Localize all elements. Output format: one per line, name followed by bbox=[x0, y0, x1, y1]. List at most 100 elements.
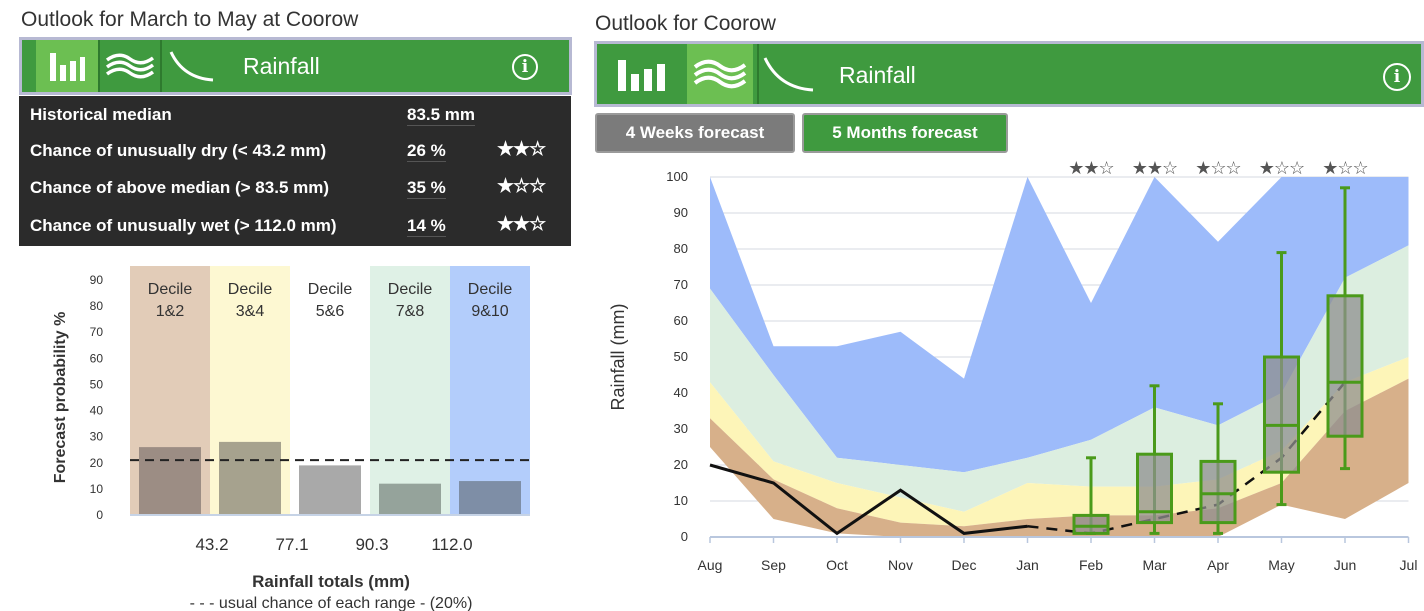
curve-icon bbox=[169, 51, 214, 82]
y-tick-label: 70 bbox=[674, 277, 688, 292]
bar-chart-view-button[interactable] bbox=[36, 40, 98, 92]
y-axis-label: Rainfall (mm) bbox=[608, 303, 628, 410]
y-tick-label: 30 bbox=[674, 421, 688, 436]
decile-category-label: Decile 3&4 bbox=[228, 281, 273, 320]
observed-rainfall-line bbox=[709, 463, 1028, 536]
x-tick-label: Sep bbox=[761, 557, 786, 573]
stat-value: 26 % bbox=[407, 141, 446, 162]
bar-chart-view-button[interactable] bbox=[611, 44, 673, 104]
y-tick-label: 70 bbox=[90, 325, 104, 339]
statistics-panel: Historical median 83.5 mm Chance of unus… bbox=[19, 96, 571, 246]
left-toolbar: Rainfall i bbox=[19, 37, 572, 95]
skill-stars-icon: ★☆☆ bbox=[1195, 158, 1240, 178]
y-tick-label: 80 bbox=[674, 241, 688, 256]
y-tick-label: 80 bbox=[90, 299, 104, 313]
stat-label: Historical median bbox=[30, 105, 172, 124]
decile-band bbox=[450, 266, 530, 515]
y-tick-label: 20 bbox=[674, 457, 688, 472]
decile-bar-chart: Decile 1&2 Decile 3&4 Decile 5&6 Decile 7&8 Deci… bbox=[52, 266, 530, 611]
bar-chart-icon bbox=[50, 53, 85, 81]
y-tick-label: 30 bbox=[90, 430, 104, 444]
decile-category-label: Decile 1&2 bbox=[148, 281, 193, 320]
stat-row-dry: Chance of unusually dry (< 43.2 mm) 26 %… bbox=[19, 132, 571, 169]
skill-stars-icon: ★★☆ bbox=[497, 139, 546, 160]
wet-range-area bbox=[710, 177, 1409, 473]
y-tick-label: 10 bbox=[90, 482, 104, 496]
forecast-box bbox=[1072, 513, 1110, 535]
above-median-area bbox=[710, 245, 1409, 512]
left-info-icon[interactable]: i bbox=[512, 54, 538, 80]
skill-stars-icon: ★★☆ bbox=[1068, 158, 1113, 178]
y-tick-label: 10 bbox=[674, 493, 688, 508]
x-tick-label: Oct bbox=[826, 557, 848, 573]
stat-value: 35 % bbox=[407, 178, 446, 199]
y-axis-label: Forecast probability % bbox=[52, 312, 69, 484]
x-tick-label: Mar bbox=[1142, 557, 1166, 573]
decile-bar bbox=[459, 481, 521, 515]
x-tick-label: Nov bbox=[888, 557, 913, 573]
wave-chart-view-button[interactable] bbox=[98, 40, 160, 92]
boundary-label: 77.1 bbox=[275, 535, 308, 554]
forecast-box bbox=[1263, 355, 1300, 474]
x-tick-label: Jan bbox=[1016, 557, 1039, 573]
y-tick-label: 90 bbox=[90, 273, 104, 287]
decile-bar bbox=[299, 465, 361, 515]
curve-chart-view-button[interactable] bbox=[757, 44, 819, 104]
stat-value: 14 % bbox=[407, 216, 446, 237]
decile-category-label: Decile 7&8 bbox=[388, 281, 433, 320]
boundary-label: 90.3 bbox=[355, 535, 388, 554]
y-tick-label: 100 bbox=[666, 169, 688, 184]
left-toolbar-label: Rainfall bbox=[243, 53, 320, 79]
boundary-label: 112.0 bbox=[431, 535, 472, 554]
bar-chart-icon bbox=[618, 60, 665, 91]
y-tick-label: 40 bbox=[674, 385, 688, 400]
skill-stars-icon: ★★☆ bbox=[497, 214, 546, 235]
stat-label: Chance of unusually dry (< 43.2 mm) bbox=[30, 141, 327, 160]
decile-category-label: Decile 9&10 bbox=[468, 281, 513, 320]
y-tick-label: 90 bbox=[674, 205, 688, 220]
y-tick-label: 60 bbox=[674, 313, 688, 328]
stat-row-median: Historical median 83.5 mm bbox=[19, 96, 571, 133]
curve-icon bbox=[763, 57, 814, 92]
left-page-title: Outlook for March to May at Coorow bbox=[21, 8, 359, 31]
right-toolbar: Rainfall i bbox=[594, 41, 1424, 107]
skill-stars-icon: ★☆☆ bbox=[1322, 158, 1367, 178]
x-tick-label: Dec bbox=[952, 557, 977, 573]
stat-label: Chance of above median (> 83.5 mm) bbox=[30, 178, 330, 197]
wave-chart-view-button[interactable] bbox=[687, 44, 753, 104]
skill-stars-icon: ★★☆ bbox=[1132, 158, 1177, 178]
wave-icon bbox=[105, 53, 155, 79]
decile-bar bbox=[379, 483, 441, 515]
decile-bar bbox=[219, 441, 281, 515]
decile-band bbox=[370, 266, 450, 515]
tab-4-weeks-forecast[interactable]: 4 Weeks forecast bbox=[595, 113, 795, 153]
curve-chart-view-button[interactable] bbox=[160, 40, 222, 92]
y-tick-label: 50 bbox=[90, 377, 104, 391]
rainfall-outlook-chart: Aug Sep Oct Nov Dec Jan Feb Mar Apr May Jun Jul 0 10 2… bbox=[608, 158, 1417, 573]
y-tick-label: 0 bbox=[96, 508, 103, 522]
tab-5-months-forecast[interactable]: 5 Months forecast bbox=[802, 113, 1008, 153]
right-toolbar-label: Rainfall bbox=[839, 62, 916, 88]
stat-row-wet: Chance of unusually wet (> 112.0 mm) 14 … bbox=[19, 207, 571, 244]
skill-stars-icon: ★☆☆ bbox=[1259, 158, 1304, 178]
y-tick-label: 50 bbox=[674, 349, 688, 364]
y-tick-label: 40 bbox=[90, 404, 104, 418]
boundary-label: 43.2 bbox=[195, 535, 228, 554]
right-info-icon[interactable]: i bbox=[1383, 63, 1411, 91]
y-tick-label: 0 bbox=[681, 529, 688, 544]
x-tick-label: Feb bbox=[1079, 557, 1103, 573]
stat-row-above-median: Chance of above median (> 83.5 mm) 35 % … bbox=[19, 169, 571, 206]
decile-bar bbox=[139, 447, 201, 515]
x-tick-label: Apr bbox=[1207, 557, 1229, 573]
right-page-title: Outlook for Coorow bbox=[595, 12, 776, 35]
x-axis-label: Rainfall totals (mm) bbox=[252, 572, 410, 591]
x-tick-label: May bbox=[1268, 557, 1294, 573]
forecast-box bbox=[1199, 459, 1237, 525]
x-tick-label: Jun bbox=[1334, 557, 1357, 573]
y-tick-label: 60 bbox=[90, 351, 104, 365]
stat-value: 83.5 mm bbox=[407, 105, 476, 126]
footnote-label: - - - usual chance of each range - (20%) bbox=[190, 595, 473, 611]
wave-icon bbox=[693, 59, 747, 89]
stat-label: Chance of unusually wet (> 112.0 mm) bbox=[30, 216, 337, 235]
y-tick-label: 20 bbox=[90, 456, 104, 470]
